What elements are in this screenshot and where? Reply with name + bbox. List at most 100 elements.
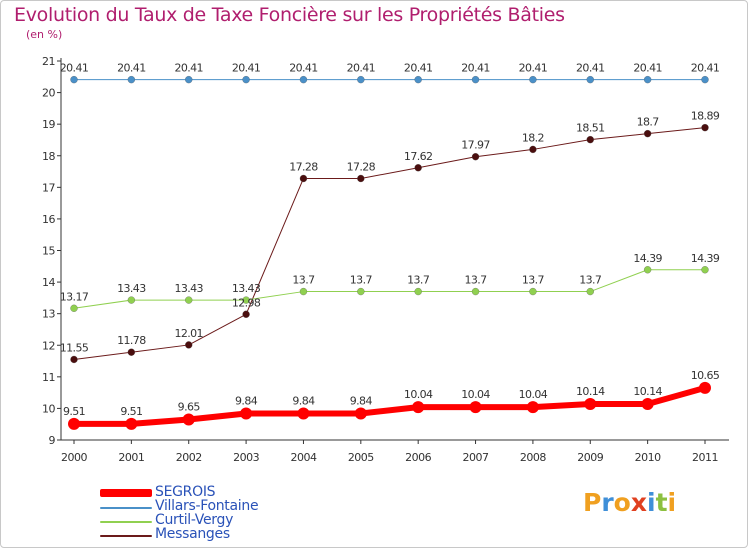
- data-label-villars-fontaine: 20.41: [519, 62, 548, 75]
- data-label-messanges: 17.97: [461, 139, 490, 152]
- proxiti-logo: Proxiti: [583, 488, 676, 517]
- data-label-curtil-vergy: 14.39: [691, 252, 720, 265]
- y-tick-label: 11: [42, 371, 55, 384]
- data-point-segrois: [469, 401, 482, 414]
- data-label-messanges: 18.2: [522, 131, 544, 144]
- data-label-curtil-vergy: 13.7: [522, 274, 545, 287]
- y-tick-label: 13: [42, 308, 55, 321]
- data-point-villars-fontaine: [529, 75, 537, 84]
- data-label-messanges: 18.7: [637, 116, 660, 129]
- data-label-curtil-vergy: 13.17: [60, 290, 89, 303]
- legend-label: Villars-Fontaine: [155, 498, 259, 514]
- data-label-villars-fontaine: 20.41: [633, 62, 662, 75]
- data-label-curtil-vergy: 13.7: [464, 274, 487, 287]
- logo-letter: i: [667, 488, 677, 517]
- data-label-segrois: 9.84: [350, 394, 373, 407]
- data-label-messanges: 12.01: [174, 327, 203, 340]
- data-point-villars-fontaine: [185, 75, 193, 84]
- x-tick-label: 2009: [577, 451, 603, 464]
- x-tick-label: 2001: [118, 451, 144, 464]
- data-point-messanges: [471, 153, 480, 161]
- data-label-villars-fontaine: 20.41: [289, 62, 318, 75]
- x-tick-label: 2003: [233, 451, 259, 464]
- data-point-messanges: [242, 310, 250, 318]
- data-label-messanges: 18.89: [691, 110, 720, 123]
- series-line-curtil-vergy: [73, 269, 705, 309]
- y-tick-label: 10: [42, 402, 55, 415]
- data-label-segrois: 10.14: [576, 385, 605, 398]
- y-tick-label: 12: [42, 339, 55, 352]
- data-point-segrois: [584, 397, 597, 410]
- data-point-messanges: [529, 145, 537, 154]
- x-tick-label: 2004: [290, 451, 316, 464]
- logo-letter: o: [613, 488, 631, 517]
- data-label-segrois: 10.65: [691, 369, 720, 382]
- data-point-messanges: [127, 348, 136, 356]
- y-tick-label: 17: [42, 181, 55, 194]
- x-tick-label: 2010: [635, 451, 661, 464]
- y-tick-label: 20: [42, 87, 55, 100]
- data-point-messanges: [70, 355, 78, 364]
- y-tick-label: 19: [42, 118, 55, 131]
- data-point-villars-fontaine: [127, 75, 136, 84]
- data-label-segrois: 10.04: [461, 388, 490, 401]
- data-point-curtil-vergy: [414, 287, 422, 296]
- data-label-messanges: 17.28: [289, 160, 318, 173]
- data-point-villars-fontaine: [701, 75, 709, 84]
- data-point-segrois: [641, 397, 654, 410]
- data-point-villars-fontaine: [471, 75, 480, 84]
- data-label-messanges: 17.28: [347, 160, 376, 173]
- data-point-segrois: [68, 417, 80, 430]
- data-label-segrois: 9.51: [120, 405, 142, 418]
- data-point-messanges: [357, 174, 365, 183]
- data-label-villars-fontaine: 20.41: [576, 62, 605, 75]
- data-point-messanges: [299, 174, 308, 183]
- x-tick-label: 2008: [520, 451, 546, 464]
- data-point-villars-fontaine: [299, 75, 308, 84]
- x-tick-label: 2011: [692, 451, 718, 464]
- x-tick-label: 2000: [61, 451, 87, 464]
- legend-label: Curtil-Vergy: [155, 512, 234, 528]
- data-label-segrois: 9.84: [235, 394, 258, 407]
- data-label-curtil-vergy: 13.7: [292, 274, 315, 287]
- logo-letter: t: [655, 488, 668, 517]
- data-point-curtil-vergy: [701, 266, 709, 274]
- data-point-villars-fontaine: [586, 75, 594, 84]
- data-label-villars-fontaine: 20.41: [404, 62, 433, 75]
- data-point-curtil-vergy: [529, 287, 537, 296]
- y-tick-label: 16: [42, 213, 55, 226]
- data-point-curtil-vergy: [357, 287, 365, 296]
- data-label-segrois: 9.84: [292, 394, 315, 407]
- x-tick-label: 2007: [463, 451, 489, 464]
- series-line-segrois: [74, 384, 706, 427]
- data-label-villars-fontaine: 20.41: [174, 62, 203, 75]
- logo-letter: r: [601, 488, 614, 517]
- x-tick-label: 2006: [405, 451, 431, 464]
- data-point-curtil-vergy: [471, 287, 480, 296]
- data-label-curtil-vergy: 13.7: [350, 274, 373, 287]
- unit-label: (en %): [26, 28, 63, 41]
- data-point-villars-fontaine: [242, 75, 250, 84]
- data-point-messanges: [586, 135, 594, 144]
- data-point-villars-fontaine: [357, 75, 365, 84]
- data-point-villars-fontaine: [414, 75, 422, 84]
- data-label-messanges: 17.62: [404, 150, 433, 163]
- data-label-curtil-vergy: 13.7: [579, 274, 602, 287]
- data-point-segrois: [354, 407, 367, 420]
- data-point-segrois: [526, 401, 539, 414]
- data-label-villars-fontaine: 20.41: [117, 62, 146, 75]
- data-label-messanges: 12.98: [232, 296, 261, 309]
- y-tick-label: 9: [49, 434, 56, 447]
- data-label-curtil-vergy: 13.43: [117, 282, 146, 295]
- data-label-segrois: 10.14: [633, 385, 662, 398]
- data-label-segrois: 9.65: [178, 400, 201, 413]
- chart-title: Evolution du Taux de Taxe Foncière sur l…: [14, 4, 565, 26]
- data-point-curtil-vergy: [127, 296, 136, 304]
- data-label-segrois: 10.04: [404, 388, 433, 401]
- data-label-segrois: 10.04: [519, 388, 548, 401]
- data-point-villars-fontaine: [70, 75, 78, 84]
- data-point-curtil-vergy: [643, 266, 652, 274]
- data-label-villars-fontaine: 20.41: [461, 62, 490, 75]
